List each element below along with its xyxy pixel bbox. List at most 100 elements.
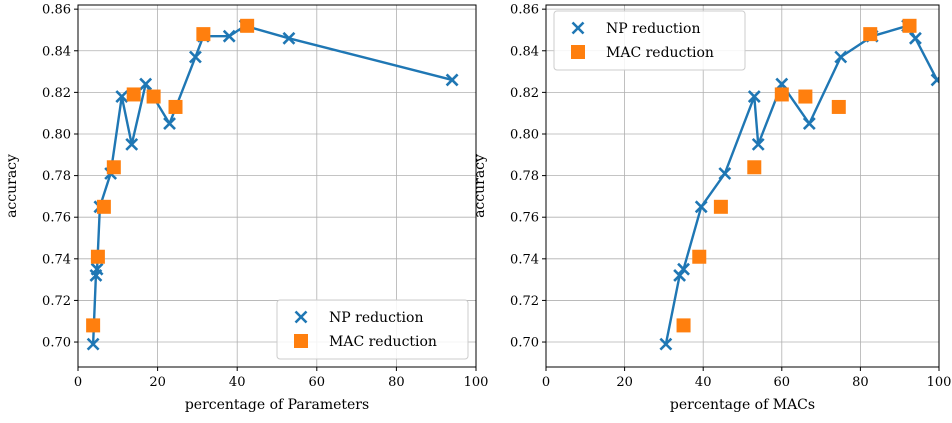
y-tick-label: 0.78 — [510, 169, 539, 184]
x-tick-label: 80 — [388, 375, 405, 390]
square-marker-icon — [571, 45, 585, 59]
y-tick-label: 0.76 — [510, 211, 539, 226]
data-point — [106, 160, 121, 175]
y-tick-label: 0.70 — [42, 336, 71, 351]
axes-frame — [545, 4, 940, 368]
x-tick-label: 20 — [149, 375, 166, 390]
y-tick-label: 0.82 — [510, 86, 539, 101]
legend-label: NP reduction — [329, 310, 423, 326]
data-point — [90, 262, 104, 276]
legend-label: NP reduction — [606, 21, 700, 37]
data-point — [188, 50, 202, 64]
x-tick-label: 0 — [74, 375, 82, 390]
x-tick-label: 40 — [229, 375, 246, 390]
square-marker-icon — [294, 334, 308, 348]
legend-label: MAC reduction — [329, 334, 437, 350]
legend-entry-np-reduction: NP reduction — [571, 21, 700, 37]
data-point — [713, 199, 728, 214]
data-point — [659, 337, 673, 351]
data-point — [146, 89, 161, 104]
data-point — [692, 249, 707, 264]
data-point — [673, 269, 687, 282]
legend: NP reduction MAC reduction — [276, 299, 469, 360]
x-tick-label: 40 — [695, 375, 712, 390]
x-tick-label: 20 — [616, 375, 633, 390]
legend: NP reduction MAC reduction — [553, 10, 746, 71]
y-tick-label: 0.82 — [42, 86, 71, 101]
series-line — [664, 24, 939, 345]
data-point — [196, 27, 211, 42]
y-tick-label: 0.74 — [510, 252, 539, 267]
series-line — [91, 24, 453, 345]
series-mac-reduction — [86, 18, 255, 333]
data-point — [798, 89, 813, 104]
data-point — [747, 160, 762, 175]
data-point — [115, 90, 129, 103]
y-tick-label: 0.80 — [510, 127, 539, 142]
y-tick-label: 0.74 — [42, 252, 71, 267]
x-tick-label: 100 — [464, 375, 489, 390]
y-axis-label: accuracy — [4, 154, 20, 218]
data-point — [168, 99, 183, 114]
y-tick-label: 0.72 — [510, 294, 539, 309]
data-point — [676, 318, 691, 333]
legend-entry-mac-reduction: MAC reduction — [294, 334, 437, 350]
data-point — [718, 167, 732, 180]
data-point — [126, 87, 141, 102]
legend-box — [276, 299, 469, 360]
data-point — [751, 137, 765, 151]
data-point — [445, 73, 459, 87]
y-tick-label: 0.76 — [42, 211, 71, 226]
data-point — [222, 29, 236, 43]
legend-entry-np-reduction: NP reduction — [294, 310, 423, 326]
y-tick-label: 0.72 — [42, 294, 71, 309]
x-tick-label: 0 — [542, 375, 550, 390]
y-tick-label: 0.86 — [510, 3, 539, 18]
data-point — [90, 249, 105, 264]
data-point — [863, 27, 878, 42]
y-tick-label: 0.84 — [42, 44, 71, 59]
data-point — [902, 18, 917, 33]
data-point — [125, 137, 139, 151]
data-point — [139, 77, 153, 91]
data-point — [834, 50, 848, 64]
data-point — [774, 87, 789, 102]
plot-area — [86, 18, 459, 351]
data-point — [909, 31, 922, 45]
data-point — [677, 262, 690, 276]
y-tick-label: 0.80 — [42, 127, 71, 142]
y-tick-label: 0.84 — [510, 44, 539, 59]
y-axis-label: accuracy — [472, 154, 488, 218]
data-point — [163, 117, 176, 131]
x-marker-icon — [571, 21, 585, 35]
series-mac-reduction — [676, 18, 917, 333]
chart-panel-1: 0 20 40 60 80 100 0.70 0.72 0.74 0.76 0.78 0.80 0.82… — [4, 3, 488, 413]
data-point — [86, 337, 100, 351]
y-tick-label: 0.70 — [510, 336, 539, 351]
data-point — [747, 90, 761, 103]
data-point — [694, 200, 708, 214]
y-tick-label: 0.86 — [42, 3, 71, 18]
x-marker-icon — [294, 310, 308, 324]
data-point — [240, 18, 255, 33]
data-point — [802, 117, 816, 131]
x-tick-label: 60 — [309, 375, 326, 390]
data-point — [86, 318, 101, 333]
x-tick-label: 100 — [927, 375, 952, 390]
chart-panel-2: 0 20 40 60 80 100 0.70 0.72 0.74 0.76 0.78 0.80 0.82… — [472, 3, 951, 413]
data-point — [282, 31, 296, 45]
x-tick-label: 80 — [852, 375, 869, 390]
x-axis-label: percentage of MACs — [670, 397, 815, 413]
y-tick-label: 0.78 — [42, 169, 71, 184]
data-point — [831, 99, 846, 114]
axes-frame — [77, 4, 477, 368]
x-axis-label: percentage of Parameters — [185, 397, 369, 413]
legend-box — [553, 10, 746, 71]
data-point — [930, 73, 939, 87]
x-tick-label: 60 — [774, 375, 791, 390]
legend-label: MAC reduction — [606, 45, 714, 61]
legend-entry-mac-reduction: MAC reduction — [571, 45, 714, 61]
data-point — [96, 199, 111, 214]
grid — [545, 5, 940, 367]
